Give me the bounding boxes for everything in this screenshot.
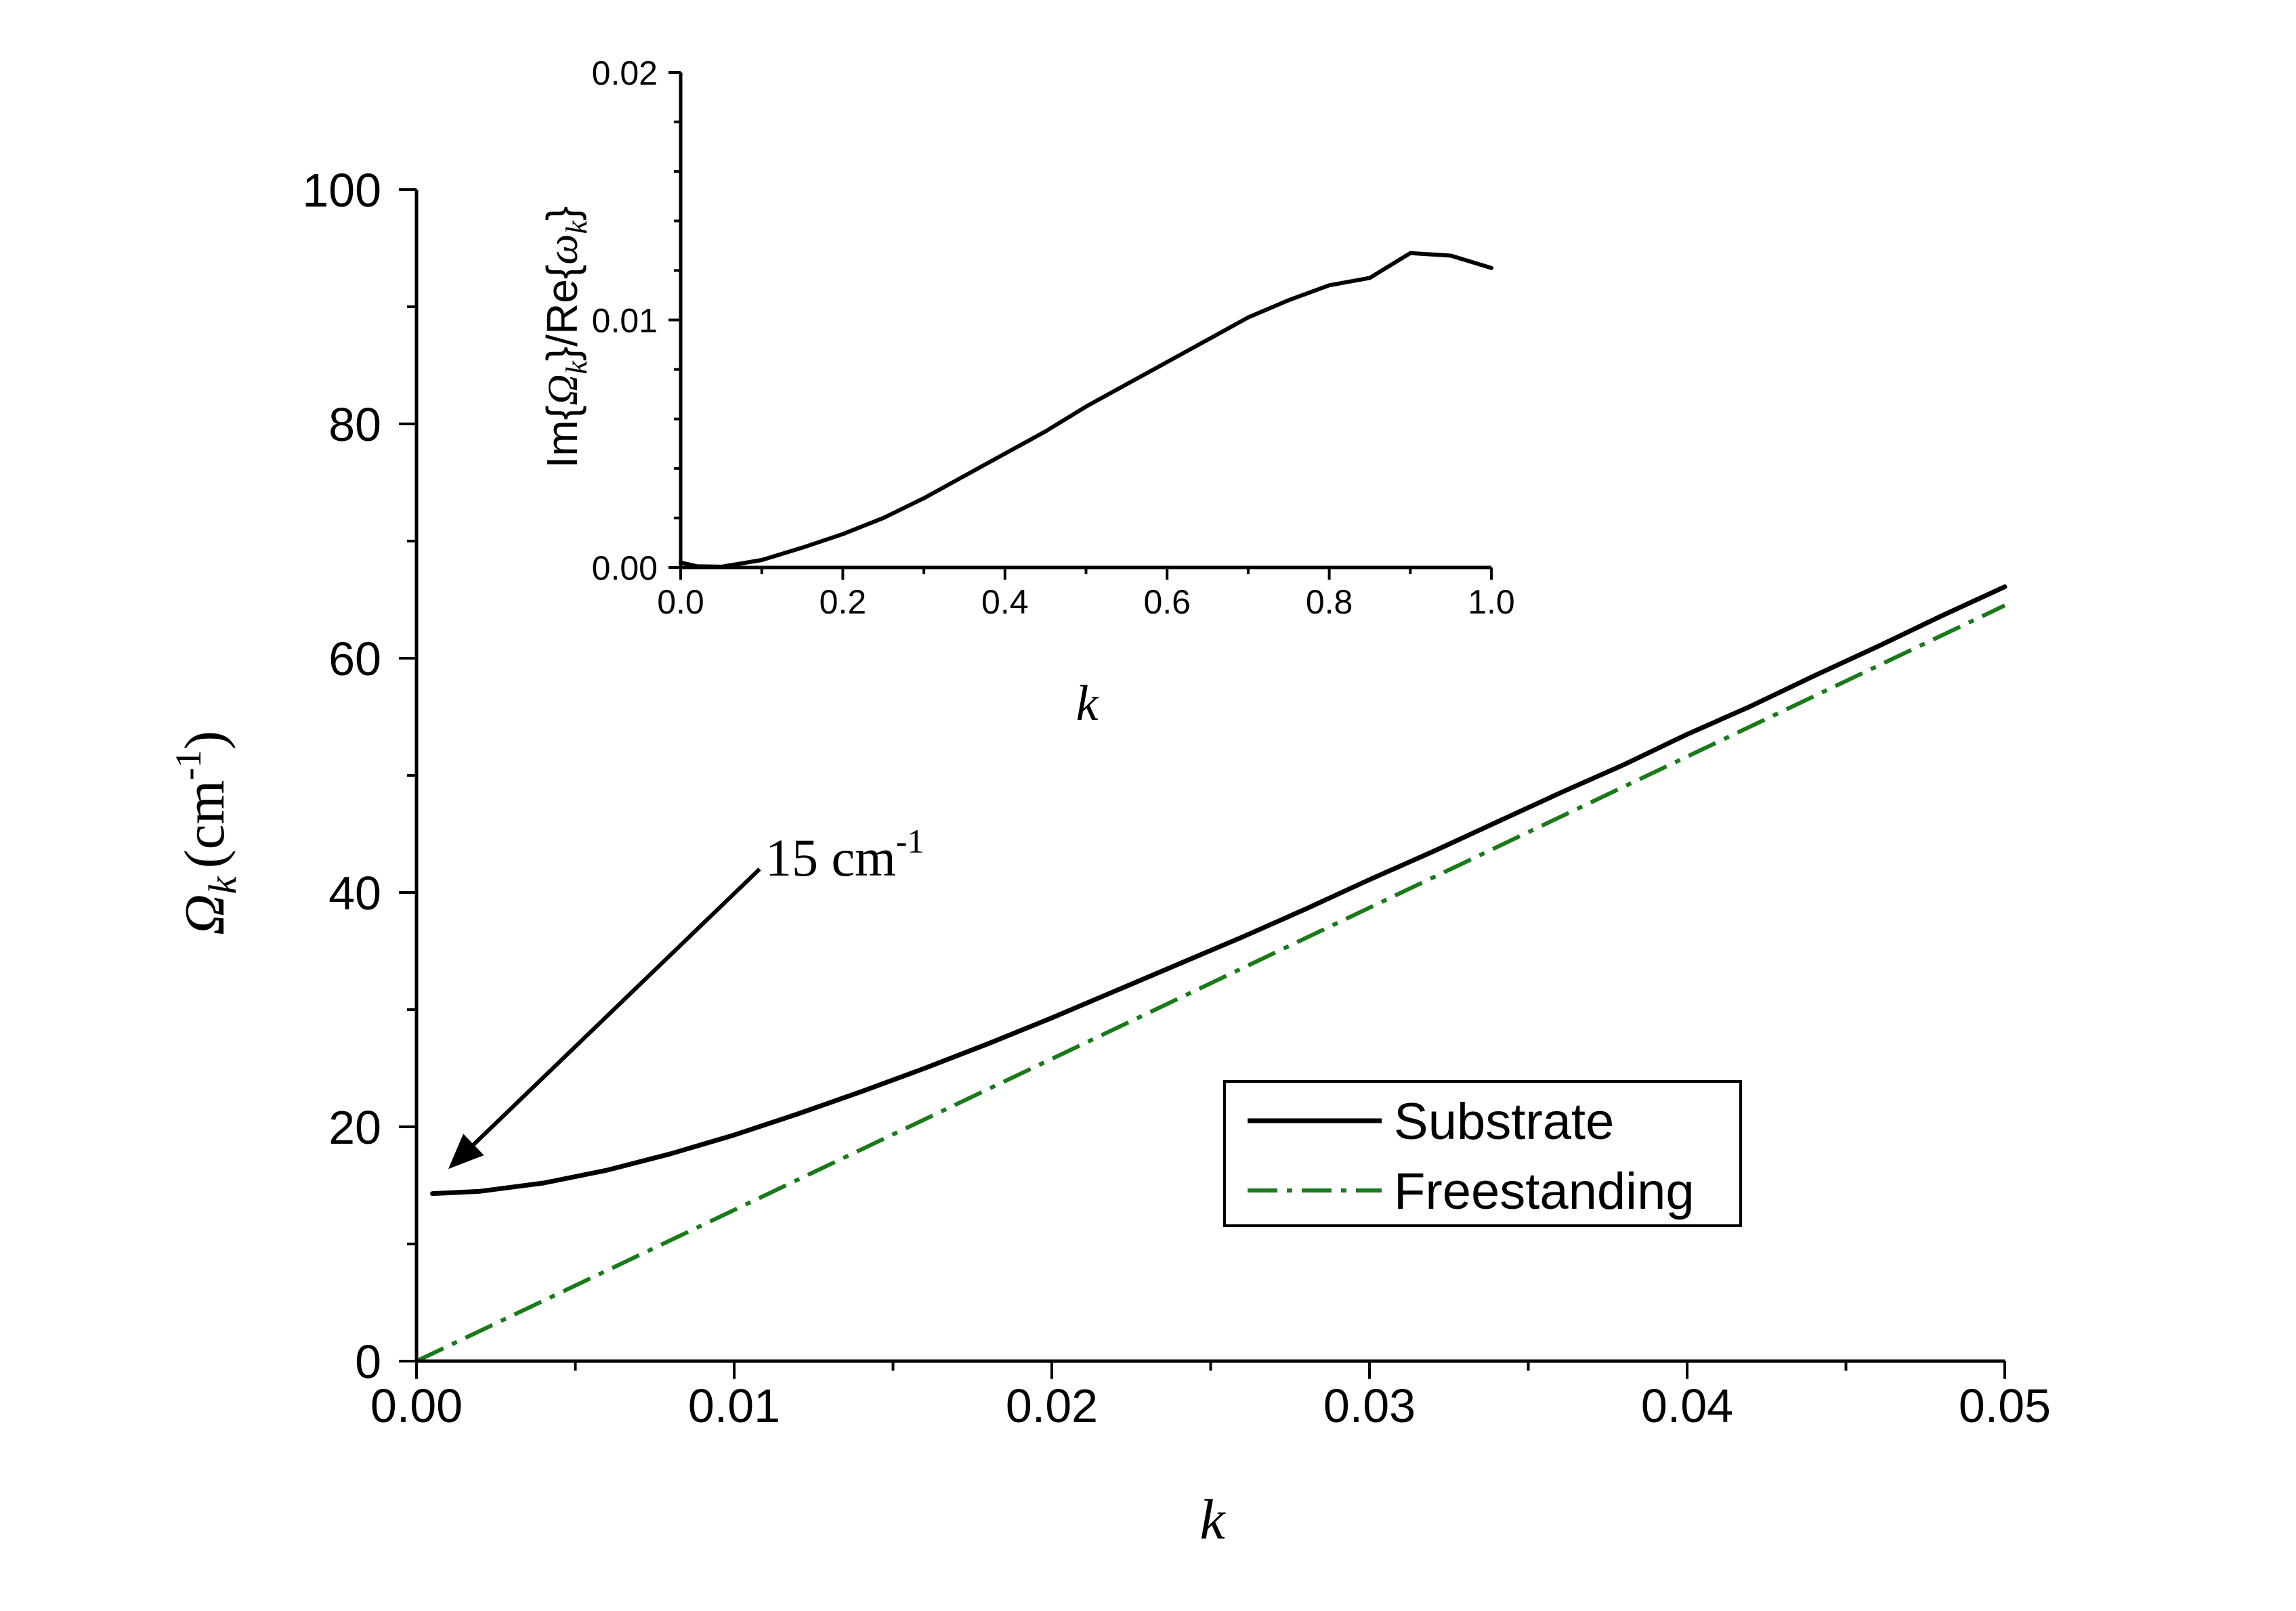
annotation-arrow-head [448,1134,484,1169]
main-y-label-symbol: Ω [173,894,236,935]
inset-axes [679,72,1491,570]
legend-label-substrate: Substrate [1394,1093,1614,1151]
inset-y-label-sub2: k [560,220,593,234]
inset-y-label-post: } [538,207,587,221]
main-y-tick-label: 40 [328,867,381,920]
main-y-label-unit-sup: -1 [168,750,209,780]
main-y-tick-label: 20 [328,1101,381,1154]
main-plot: 0.00 0.01 0.02 0.03 0.04 0.05 0 20 40 60 80 100 k Ω… [168,164,2051,1551]
inset-ticks: 0.0 0.2 0.4 0.6 0.8 1.0 0.00 0.01 0.02 [592,54,1515,621]
inset-y-tick-label: 0.00 [592,549,658,587]
main-y-axis-label: Ωk (cm-1) [168,731,245,935]
main-x-tick-label: 0.01 [688,1379,780,1432]
legend-label-freestanding: Freestanding [1394,1163,1695,1220]
inset-y-label-mid: }/Re{ [538,265,587,361]
inset-series-ratio [679,251,1493,569]
main-x-tick-label: 0.02 [1006,1379,1098,1432]
inset-plot: 0.0 0.2 0.4 0.6 0.8 1.00.000.010.02 k Im{Ωk}/… [538,54,1515,731]
main-x-tick-label: 0.05 [1959,1379,2051,1432]
inset-y-label-sub1: k [560,360,593,374]
inset-x-tick-label: 0.6 [1143,583,1191,621]
main-y-tick-label: 60 [328,632,381,685]
annotation-arrow-line [472,867,761,1146]
main-y-tick-label: 100 [302,164,381,217]
annotation-label-sup: -1 [896,822,924,860]
annotation-15cm: 15 cm-1 [448,822,924,1169]
main-x-tick-label: 0.00 [370,1379,463,1432]
inset-x-axis-label: k [1076,676,1099,731]
inset-x-tick-label: 1.0 [1468,583,1515,621]
main-series-group [415,584,2007,1363]
inset-y-axis-label: Im{Ωk}/Re{ωk} [538,207,593,469]
inset-y-tick-label: 0.01 [592,302,658,340]
main-series-substrate [430,584,2007,1197]
inset-x-tick-label: 0.4 [981,583,1029,621]
svg-text:Ωk(cm-1): Ωk (cm-1) [168,731,245,935]
inset-series-group [679,251,1493,569]
main-y-label-unit-open: (cm [173,780,236,869]
annotation-label-main: 15 cm [765,828,896,887]
main-y-tick-label: 80 [328,398,381,451]
main-y-label-unit-close: ) [173,731,236,750]
inset-x-tick-label: 0.2 [820,583,867,621]
legend: Substrate Freestanding [1223,1080,1742,1227]
main-axes [414,190,2005,1363]
main-x-tick-label: 0.03 [1323,1379,1416,1432]
main-series-freestanding [415,603,2006,1363]
main-y-tick-label: 0 [355,1335,381,1388]
main-x-axis-label: k [1199,1488,1226,1551]
inset-y-label-sym1: Ω [538,374,587,406]
inset-y-label-sym2: ω [538,234,587,265]
inset-y-label-pre: Im{ [538,406,587,468]
inset-x-tick-label: 0.0 [657,583,704,621]
annotation-label: 15 cm-1 [765,822,924,887]
main-y-label-subscript: k [200,876,245,894]
inset-y-tick-label: 0.02 [592,54,658,92]
inset-x-tick-label: 0.8 [1306,583,1353,621]
svg-text:Im{Ωk}/Re{ωk}: Im{Ωk}/Re{ωk} [538,207,593,469]
main-x-tick-label: 0.04 [1641,1379,1733,1432]
legend-box [1223,1080,1742,1227]
main-ticks: 0.00 0.01 0.02 0.03 0.04 0.05 0 20 40 60 80 100 [302,164,2051,1432]
